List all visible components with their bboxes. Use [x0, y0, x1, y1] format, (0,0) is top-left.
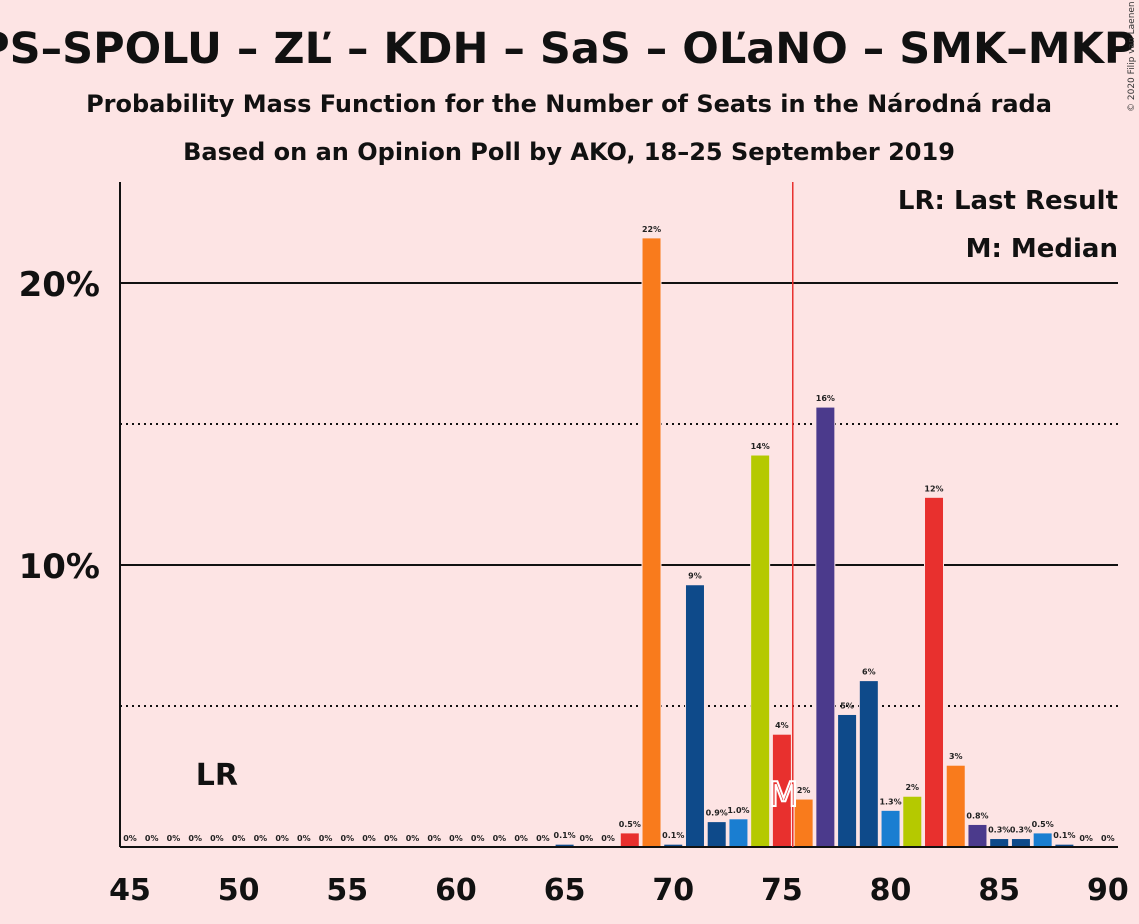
legend-last-result: LR: Last Result: [898, 186, 1118, 216]
data-labels: 0% 0% 0% 0% 0% 0% 0% 0% 0% 0% 0% 0% 0% 0% 0% 0% 0% 0% 0% 0%…: [123, 225, 1114, 843]
data-label-seat-77: 16%: [816, 394, 835, 403]
data-label-seat-58: 0%: [406, 834, 420, 843]
data-label-seat-87: 0.5%: [1032, 820, 1054, 829]
x-tick-55: 55: [326, 873, 368, 908]
x-tick-labels: 45 50 55 60 65 70 75 80 85 90: [109, 873, 1129, 908]
bar-seat-78: [837, 713, 858, 848]
data-label-seat-50: 0%: [232, 834, 246, 843]
x-tick-85: 85: [978, 873, 1020, 908]
data-label-seat-46: 0%: [145, 834, 159, 843]
legend-median: M: Median: [966, 234, 1118, 264]
data-label-seat-83: 3%: [949, 752, 963, 761]
data-label-seat-81: 2%: [905, 783, 919, 792]
bar-seat-73: [728, 818, 749, 848]
bar-seat-80: [880, 809, 901, 848]
data-label-seat-90: 0%: [1101, 834, 1115, 843]
bar-seat-87: [1032, 832, 1053, 848]
bar-seat-79: [858, 680, 879, 848]
x-tick-75: 75: [761, 873, 803, 908]
y-tick-10: 10%: [19, 547, 100, 587]
data-label-seat-69: 22%: [642, 225, 661, 234]
x-tick-50: 50: [218, 873, 260, 908]
x-tick-60: 60: [435, 873, 477, 908]
data-label-seat-51: 0%: [254, 834, 268, 843]
chart-subtitle-poll: Based on an Opinion Poll by AKO, 18–25 S…: [183, 138, 955, 166]
bar-seat-83: [945, 764, 966, 848]
data-label-seat-79: 6%: [862, 668, 876, 677]
data-label-seat-52: 0%: [275, 834, 289, 843]
bar-seat-86: [1010, 838, 1031, 848]
copyright-text: © 2020 Filip van Laenen: [1127, 1, 1137, 112]
data-label-seat-75: 4%: [775, 721, 789, 730]
data-label-seat-54: 0%: [319, 834, 333, 843]
bar-seat-69: [641, 237, 662, 848]
data-label-seat-71: 9%: [688, 572, 702, 581]
x-tick-80: 80: [870, 873, 912, 908]
last-result-marker: LR: [196, 758, 238, 793]
data-label-seat-59: 0%: [427, 834, 441, 843]
bar-seat-74: [750, 454, 771, 848]
data-label-seat-47: 0%: [167, 834, 181, 843]
data-label-seat-85: 0.3%: [988, 826, 1010, 835]
data-label-seat-72: 0.9%: [706, 809, 728, 818]
bar-seat-81: [902, 795, 923, 848]
bar-seat-68: [619, 832, 640, 848]
data-label-seat-60: 0%: [449, 834, 463, 843]
data-label-seat-63: 0%: [514, 834, 528, 843]
data-label-seat-55: 0%: [341, 834, 355, 843]
data-label-seat-76: 2%: [797, 786, 811, 795]
data-label-seat-70: 0.1%: [662, 831, 684, 840]
data-label-seat-64: 0%: [536, 834, 550, 843]
data-label-seat-80: 1.3%: [879, 797, 901, 806]
data-label-seat-78: 5%: [840, 701, 854, 710]
data-label-seat-66: 0%: [580, 834, 594, 843]
data-label-seat-57: 0%: [384, 834, 398, 843]
bars: [554, 237, 1075, 848]
axes: [119, 182, 1118, 848]
data-label-seat-61: 0%: [471, 834, 485, 843]
data-label-seat-45: 0%: [123, 834, 137, 843]
x-tick-90: 90: [1087, 873, 1129, 908]
data-label-seat-74: 14%: [751, 442, 770, 451]
data-label-seat-62: 0%: [493, 834, 507, 843]
data-label-seat-84: 0.8%: [966, 811, 988, 820]
data-label-seat-89: 0%: [1079, 834, 1093, 843]
bar-seat-72: [706, 821, 727, 848]
data-label-seat-48: 0%: [188, 834, 202, 843]
bar-seat-84: [967, 823, 988, 848]
data-label-seat-73: 1.0%: [727, 806, 749, 815]
bar-seat-85: [989, 838, 1010, 848]
data-label-seat-88: 0.1%: [1053, 831, 1075, 840]
bar-seat-77: [815, 406, 836, 848]
x-tick-65: 65: [544, 873, 586, 908]
x-tick-45: 45: [109, 873, 151, 908]
chart-subtitle: Probability Mass Function for the Number…: [86, 90, 1052, 118]
median-marker: M: [769, 775, 798, 815]
data-label-seat-86: 0.3%: [1010, 826, 1032, 835]
x-tick-70: 70: [652, 873, 694, 908]
chart-title: SMER–SD – PS–SPOLU – ZĽ – KDH – SaS – OĽ…: [0, 23, 1139, 74]
y-tick-20: 20%: [19, 265, 100, 305]
data-label-seat-49: 0%: [210, 834, 224, 843]
y-tick-labels: 10% 20%: [19, 265, 100, 587]
data-label-seat-82: 12%: [924, 484, 943, 493]
gridlines: [120, 282, 1118, 707]
data-label-seat-68: 0.5%: [619, 820, 641, 829]
bar-seat-71: [684, 584, 705, 848]
bar-seat-82: [924, 496, 945, 848]
data-label-seat-65: 0.1%: [554, 831, 576, 840]
data-label-seat-53: 0%: [297, 834, 311, 843]
data-label-seat-67: 0%: [601, 834, 615, 843]
data-label-seat-56: 0%: [362, 834, 376, 843]
